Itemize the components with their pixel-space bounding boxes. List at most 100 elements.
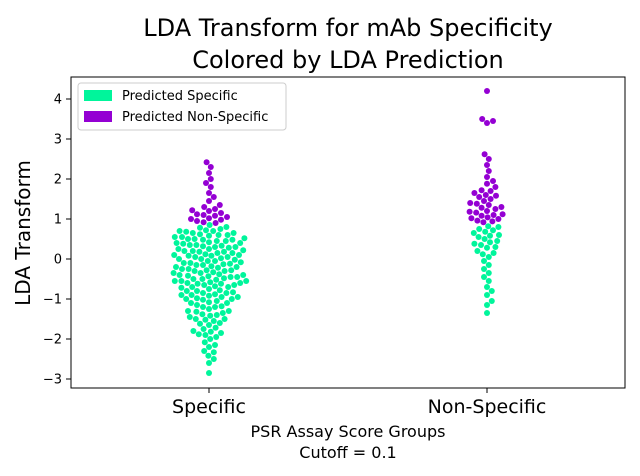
swarm-point [481,198,487,204]
swarm-point [223,290,230,296]
swarm-points [170,88,506,376]
swarm-point [224,300,230,306]
swarm-point [492,244,499,250]
swarm-point [212,244,218,250]
swarm-point [200,236,206,243]
swarm-point [186,314,193,320]
swarm-point [222,238,229,244]
swarm-point [212,324,219,331]
swarm-point [489,218,496,225]
y-tick-label: −2 [43,333,62,348]
swarm-point [485,202,492,208]
swarm-point [218,242,225,249]
swarm-point [478,212,485,219]
swarm-point [237,280,244,286]
swarm-point [218,303,225,310]
swarm-point [485,223,492,230]
swarm-point [221,316,228,322]
swarm-point [480,219,487,226]
swarm-point [207,184,214,190]
swarm-point [210,318,217,324]
swarm-point [203,180,209,186]
legend-label-specific: Predicted Specific [122,89,238,104]
swarm-point [204,258,211,264]
swarm-point [189,207,196,214]
swarm-point [210,349,217,356]
swarm-point [180,260,187,266]
swarm-point [200,304,206,310]
swarm-point [229,250,236,256]
swarm-point [492,184,499,190]
swarm-point [485,168,492,174]
swarm-point [171,252,178,258]
swarm-point [203,227,209,234]
chart-title-line-2: Colored by LDA Prediction [192,46,504,74]
swarm-point [484,162,490,168]
swarm-point [195,331,202,338]
legend-label-non-specific: Predicted Non-Specific [122,110,268,125]
swarm-point [194,218,200,224]
swarm-point [170,270,177,276]
swarm-point [485,262,492,268]
swarm-point [188,292,195,298]
swarm-point [206,239,212,246]
swarm-point [176,272,183,278]
swarm-point [218,255,224,262]
swarm-point [224,254,231,260]
swarm-point [228,267,235,274]
swarm-point [484,292,490,298]
swarm-point [488,298,495,304]
swarm-point [218,330,224,336]
swarm-point [216,287,223,294]
swarm-point [212,342,218,348]
swarm-point [206,299,212,306]
swarm-point [206,190,212,196]
swarm-point [197,320,203,327]
swarm-point [484,174,490,180]
y-axis: −3 −2 −1 0 1 2 3 4 [43,93,71,388]
swarm-point [210,194,217,200]
swarm-point [194,302,200,308]
swarm-point [485,156,492,162]
swarm-point [173,240,180,246]
swarm-point [194,211,200,218]
swarm-point [197,270,204,276]
swarm-point [200,212,207,218]
swarm-point [212,220,219,226]
swarm-point [185,308,191,314]
swarm-point [202,316,209,323]
swarm-point [201,348,208,354]
swarm-point [213,238,220,244]
swarm-point [207,279,214,286]
swarm-point [218,210,224,216]
swarm-point [189,230,196,236]
swarm-point [219,310,226,316]
swarm-point [185,272,191,279]
swarm-point [216,202,223,208]
swarm-point [230,230,237,236]
swarm-point [484,310,490,316]
swarm-point [206,306,212,312]
swarm-point [476,226,483,232]
swarm-point [206,215,212,222]
swarm-point [241,235,248,242]
swarm-point [198,256,205,262]
y-tick-label: 4 [54,93,62,108]
swarm-point [193,308,200,315]
y-tick-label: 2 [54,173,62,188]
swarm-point [236,252,242,258]
swarm-point [199,276,206,282]
swarm-point [178,292,185,298]
legend: Predicted Specific Predicted Non-Specifi… [77,82,287,131]
swarm-point [178,284,185,291]
swarm-point [487,232,493,239]
swarm-point [488,288,495,294]
legend-box [77,82,287,131]
swarm-point [206,370,212,376]
swarm-point [213,276,220,283]
swarm-point [180,240,187,247]
swarm-point [190,276,197,282]
swarm-point [494,238,501,244]
swarm-point [205,352,212,359]
